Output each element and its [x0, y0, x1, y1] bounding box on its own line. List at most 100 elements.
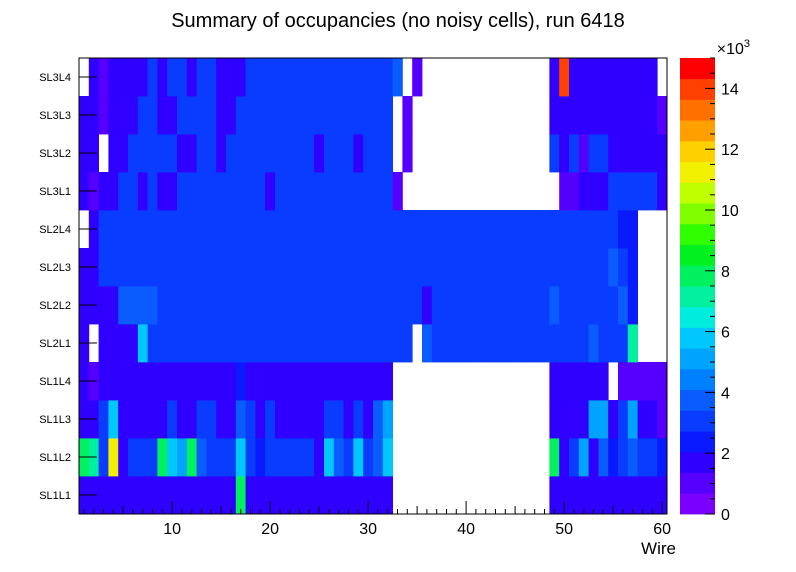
x-tick-label: 10: [163, 521, 181, 538]
heatmap-cell: [373, 438, 384, 477]
heatmap-cell: [177, 248, 188, 287]
heatmap-cell: [569, 96, 580, 135]
heatmap-cell: [627, 476, 638, 515]
heatmap-cell: [559, 362, 570, 401]
heatmap-cell: [333, 438, 344, 477]
heatmap-cell: [294, 286, 305, 325]
heatmap-cell: [343, 362, 354, 401]
z-tick-label: 14: [721, 81, 739, 98]
heatmap-cell: [461, 248, 472, 287]
heatmap-cell: [559, 248, 570, 287]
heatmap-cell: [206, 210, 217, 249]
heatmap-cell: [294, 58, 305, 97]
heatmap-cell: [294, 438, 305, 477]
heatmap-cell: [578, 400, 589, 439]
heatmap-cell: [549, 362, 560, 401]
heatmap-cell: [353, 438, 364, 477]
heatmap-cell: [255, 286, 266, 325]
heatmap-cell: [363, 362, 374, 401]
heatmap-cell: [196, 476, 207, 515]
heatmap-cell: [480, 324, 491, 363]
heatmap-cell: [510, 248, 521, 287]
z-tick-label: 4: [721, 385, 730, 402]
heatmap-cell: [373, 172, 384, 211]
heatmap-cell: [196, 286, 207, 325]
heatmap-cell: [559, 96, 570, 135]
heatmap-cell: [324, 58, 335, 97]
heatmap-cell: [177, 476, 188, 515]
y-tick-label: SL3L4: [39, 72, 71, 84]
heatmap-cell: [500, 324, 511, 363]
heatmap-cell: [343, 400, 354, 439]
heatmap-cell: [647, 172, 658, 211]
heatmap-cell: [206, 96, 217, 135]
heatmap-cell: [128, 476, 139, 515]
heatmap-cell: [324, 210, 335, 249]
heatmap-cell: [108, 286, 119, 325]
heatmap-cell: [314, 324, 325, 363]
heatmap-cell: [226, 58, 237, 97]
heatmap-cell: [128, 324, 139, 363]
heatmap-cell: [137, 362, 148, 401]
heatmap-cell: [137, 476, 148, 515]
heatmap-cell: [235, 286, 246, 325]
heatmap-cell: [471, 286, 482, 325]
y-tick-label: SL3L1: [39, 186, 71, 198]
heatmap-cell: [147, 400, 158, 439]
heatmap-cell: [598, 210, 609, 249]
heatmap-cell: [569, 58, 580, 97]
heatmap-cell: [333, 58, 344, 97]
heatmap-cell: [275, 210, 286, 249]
chart-title: Summary of occupancies (no noisy cells),…: [171, 10, 625, 32]
heatmap-cell: [608, 96, 619, 135]
x-tick-label: 60: [653, 521, 671, 538]
heatmap-cell: [206, 476, 217, 515]
heatmap-cell: [245, 286, 256, 325]
heatmap-cell: [333, 286, 344, 325]
heatmap-cell: [588, 476, 599, 515]
heatmap-cell: [529, 286, 540, 325]
heatmap-cell: [578, 134, 589, 173]
heatmap-cell: [245, 248, 256, 287]
heatmap-cell: [196, 400, 207, 439]
heatmap-cell: [382, 96, 393, 135]
heatmap-cell: [578, 58, 589, 97]
heatmap-cell: [245, 134, 256, 173]
heatmap-cell: [412, 286, 423, 325]
heatmap-cell: [255, 134, 266, 173]
heatmap-cell: [304, 476, 315, 515]
heatmap-cell: [588, 400, 599, 439]
heatmap-cell: [186, 96, 197, 135]
heatmap-cell: [235, 400, 246, 439]
heatmap-cell: [137, 172, 148, 211]
heatmap-cell: [324, 286, 335, 325]
heatmap-cell: [255, 476, 266, 515]
heatmap-cell: [147, 210, 158, 249]
heatmap-cell: [569, 476, 580, 515]
heatmap-cell: [618, 286, 629, 325]
heatmap-cell: [314, 172, 325, 211]
heatmap-cell: [578, 286, 589, 325]
heatmap-cell: [569, 210, 580, 249]
heatmap-cell: [402, 248, 413, 287]
heatmap-cell: [118, 362, 129, 401]
heatmap-cell: [382, 286, 393, 325]
heatmap-cell: [314, 58, 325, 97]
heatmap-cell: [373, 96, 384, 135]
heatmap-cell: [314, 476, 325, 515]
color-scale-swatch: [680, 140, 715, 163]
heatmap-cell: [598, 476, 609, 515]
heatmap-cell: [657, 438, 668, 477]
heatmap-cell: [128, 96, 139, 135]
heatmap-cell: [343, 58, 354, 97]
heatmap-cell: [549, 400, 560, 439]
heatmap-cell: [549, 248, 560, 287]
heatmap-cell: [265, 96, 276, 135]
heatmap-cell: [608, 286, 619, 325]
heatmap-cell: [206, 286, 217, 325]
heatmap-cell: [216, 362, 227, 401]
heatmap-cell: [627, 172, 638, 211]
heatmap-cell: [569, 172, 580, 211]
heatmap-cell: [255, 96, 266, 135]
heatmap-cell: [245, 58, 256, 97]
